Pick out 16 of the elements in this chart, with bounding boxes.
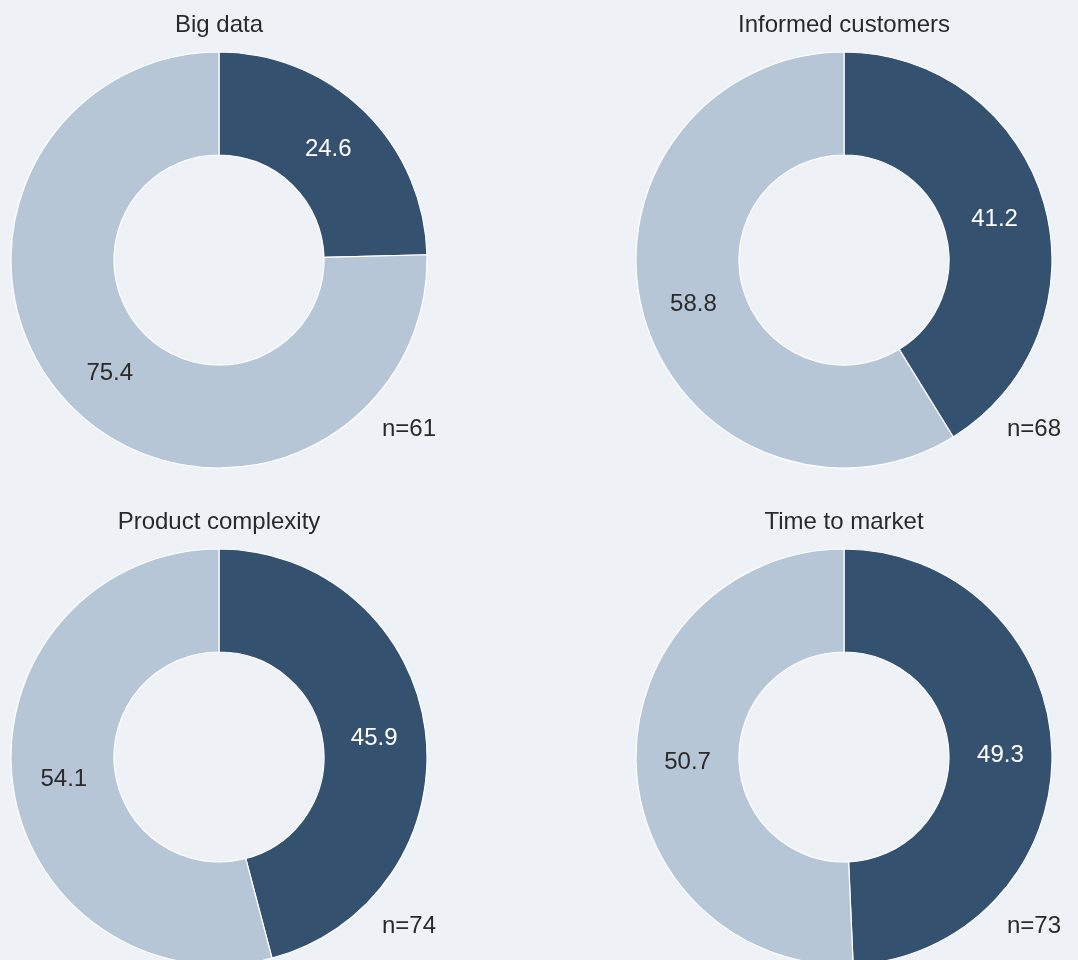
chart-title: Informed customers — [737, 10, 951, 37]
chart-title: Product complexity — [117, 507, 321, 534]
data-label: 24.6 — [304, 134, 352, 162]
data-label: 50.7 — [664, 746, 711, 774]
data-label: 41.2 — [971, 203, 1018, 231]
data-label: 58.8 — [670, 289, 717, 317]
text: n=68 — [1006, 414, 1061, 441]
chart-title: Time to market — [764, 507, 924, 534]
text: n=74 — [381, 911, 436, 938]
data-label: 49.3 — [977, 739, 1024, 767]
text: n=73 — [1006, 911, 1061, 938]
text: n=61 — [381, 414, 436, 441]
data-label: 75.4 — [86, 358, 134, 386]
data-label: 45.9 — [350, 723, 398, 751]
data-label: 54.1 — [40, 763, 88, 791]
chart-title: Big data — [174, 10, 264, 37]
